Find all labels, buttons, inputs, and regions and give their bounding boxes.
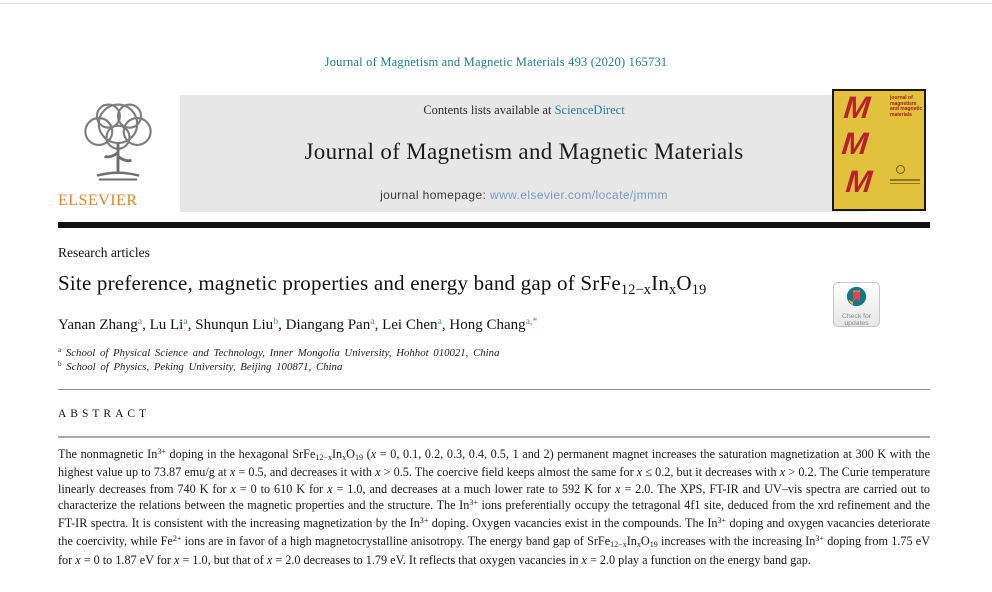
cover-masthead-text: journal of magnetism and magnetic materi… [890,95,923,118]
elsevier-tree-icon [84,103,152,181]
header-divider-bar [58,222,930,228]
journal-title: Journal of Magnetism and Magnetic Materi… [304,139,744,164]
article-title: Site preference, magnetic properties and… [58,271,707,298]
sciencedirect-link[interactable]: ScienceDirect [554,103,625,117]
abstract-heading: ABSTRACT [58,408,151,420]
cover-letter-m: M [844,164,874,199]
journal-homepage-link[interactable]: www.elsevier.com/locate/jmmm [490,188,668,202]
elsevier-wordmark: ELSEVIER [58,192,138,209]
section-label: Research articles [58,245,150,260]
cover-letter-m: M [840,126,870,161]
crossmark-label-line2: updates [844,320,869,328]
journal-header-band: ELSEVIER Contents lists available at Sci… [58,89,930,212]
elsevier-logo: ELSEVIER [58,95,178,212]
abstract-heading-rule [58,436,930,438]
affiliation-a: a School of Physical Science and Technol… [58,346,500,359]
affiliation-b: b School of Physics, Peking University, … [58,360,343,373]
cover-letter-m: M [842,90,872,125]
contents-list-line: Contents lists available at ScienceDirec… [180,103,868,118]
cover-footnote-marks [890,179,920,186]
journal-cover-thumbnail: M M M journal of magnetism and magnetic … [832,89,926,211]
abstract-text: The nonmagnetic In3+ doping in the hexag… [58,446,931,567]
contents-prefix: Contents lists available at [423,103,555,117]
cover-emblem-icon [896,165,905,174]
author-list: Yanan Zhanga, Lu Lia, Shunqun Liub, Dian… [58,316,538,333]
abstract-top-rule [58,389,930,390]
homepage-prefix: journal homepage: [380,188,491,202]
crossmark-check-updates-button[interactable]: Check for updates [833,282,880,327]
crossmark-icon [846,286,867,307]
journal-header-panel: Contents lists available at ScienceDirec… [180,95,868,212]
journal-homepage-line: journal homepage: www.elsevier.com/locat… [180,188,868,202]
journal-citation: Journal of Magnetism and Magnetic Materi… [324,55,668,69]
crossmark-label-line1: Check for [841,313,872,320]
page-top-divider [0,3,992,4]
